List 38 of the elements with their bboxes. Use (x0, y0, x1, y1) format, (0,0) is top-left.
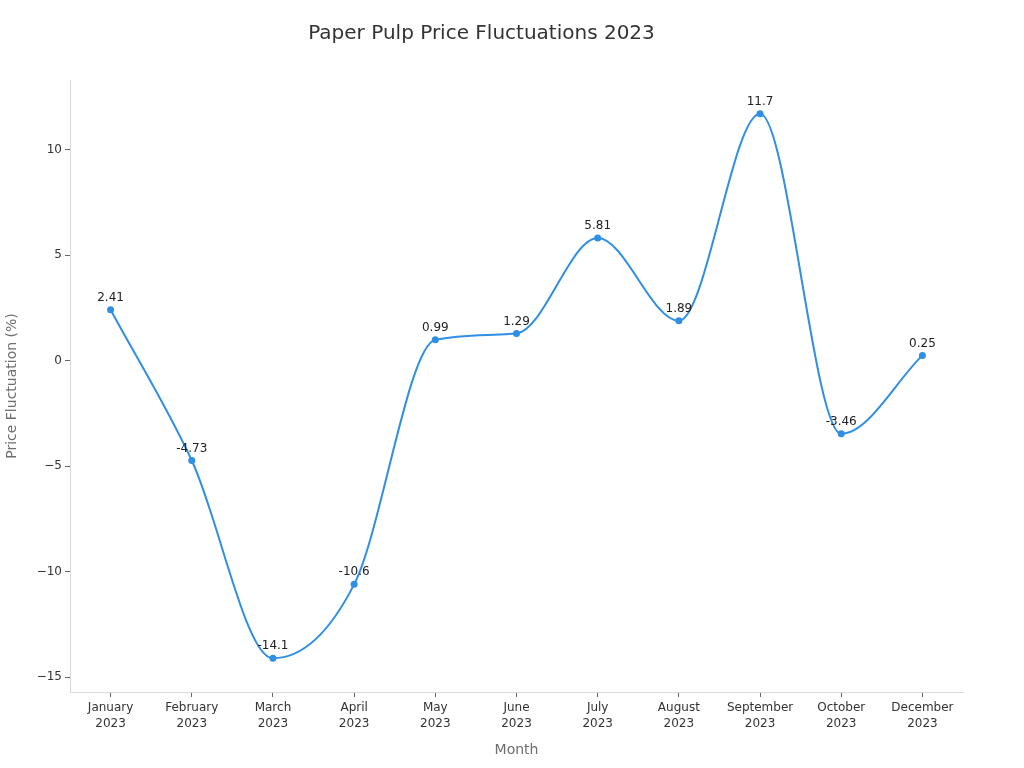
point (269, 654, 277, 662)
x-tick-label: October 2023 (817, 700, 866, 731)
point (594, 234, 602, 242)
y-axis-title: Price Fluctuation (%) (3, 313, 20, 459)
y-tick-label: −15 (36, 669, 62, 684)
y-tick-label: −10 (36, 563, 62, 578)
x-tick-label: January 2023 (86, 700, 134, 731)
point (431, 336, 439, 344)
y-tick-label: −5 (44, 458, 62, 473)
point (188, 457, 196, 464)
x-axis-title: Month (494, 741, 539, 758)
data-label: 11.7 (746, 93, 774, 108)
data-label: 5.81 (584, 218, 612, 233)
x-tick-label: December 2023 (891, 700, 954, 731)
data-label: 0.25 (909, 335, 936, 350)
data-label: 1.29 (503, 313, 530, 328)
y-tick-label: 0 (54, 352, 62, 367)
x-tick-label: September 2023 (726, 700, 794, 731)
x-tick-label: August 2023 (657, 700, 701, 731)
point (513, 329, 520, 337)
point (756, 110, 764, 118)
chart-title: Paper Pulp Price Fluctuations 2023 (308, 20, 655, 45)
y-tick-label: 5 (54, 247, 62, 262)
data-label: 2.41 (97, 289, 124, 304)
point (675, 317, 683, 325)
y-tick-label: 10 (46, 141, 62, 156)
x-tick-label: February 2023 (165, 700, 219, 731)
point (837, 430, 845, 438)
x-tick-label: April 2023 (338, 700, 370, 731)
point (107, 306, 115, 314)
x-tick-label: March 2023 (254, 700, 292, 731)
x-tick-label: May 2023 (420, 700, 451, 731)
data-label: 0.99 (421, 319, 449, 334)
point (918, 351, 926, 359)
x-tick-label: June 2023 (501, 700, 532, 731)
point (350, 580, 358, 588)
x-tick-label: July 2023 (582, 700, 613, 731)
data-label: -14.1 (257, 638, 289, 653)
